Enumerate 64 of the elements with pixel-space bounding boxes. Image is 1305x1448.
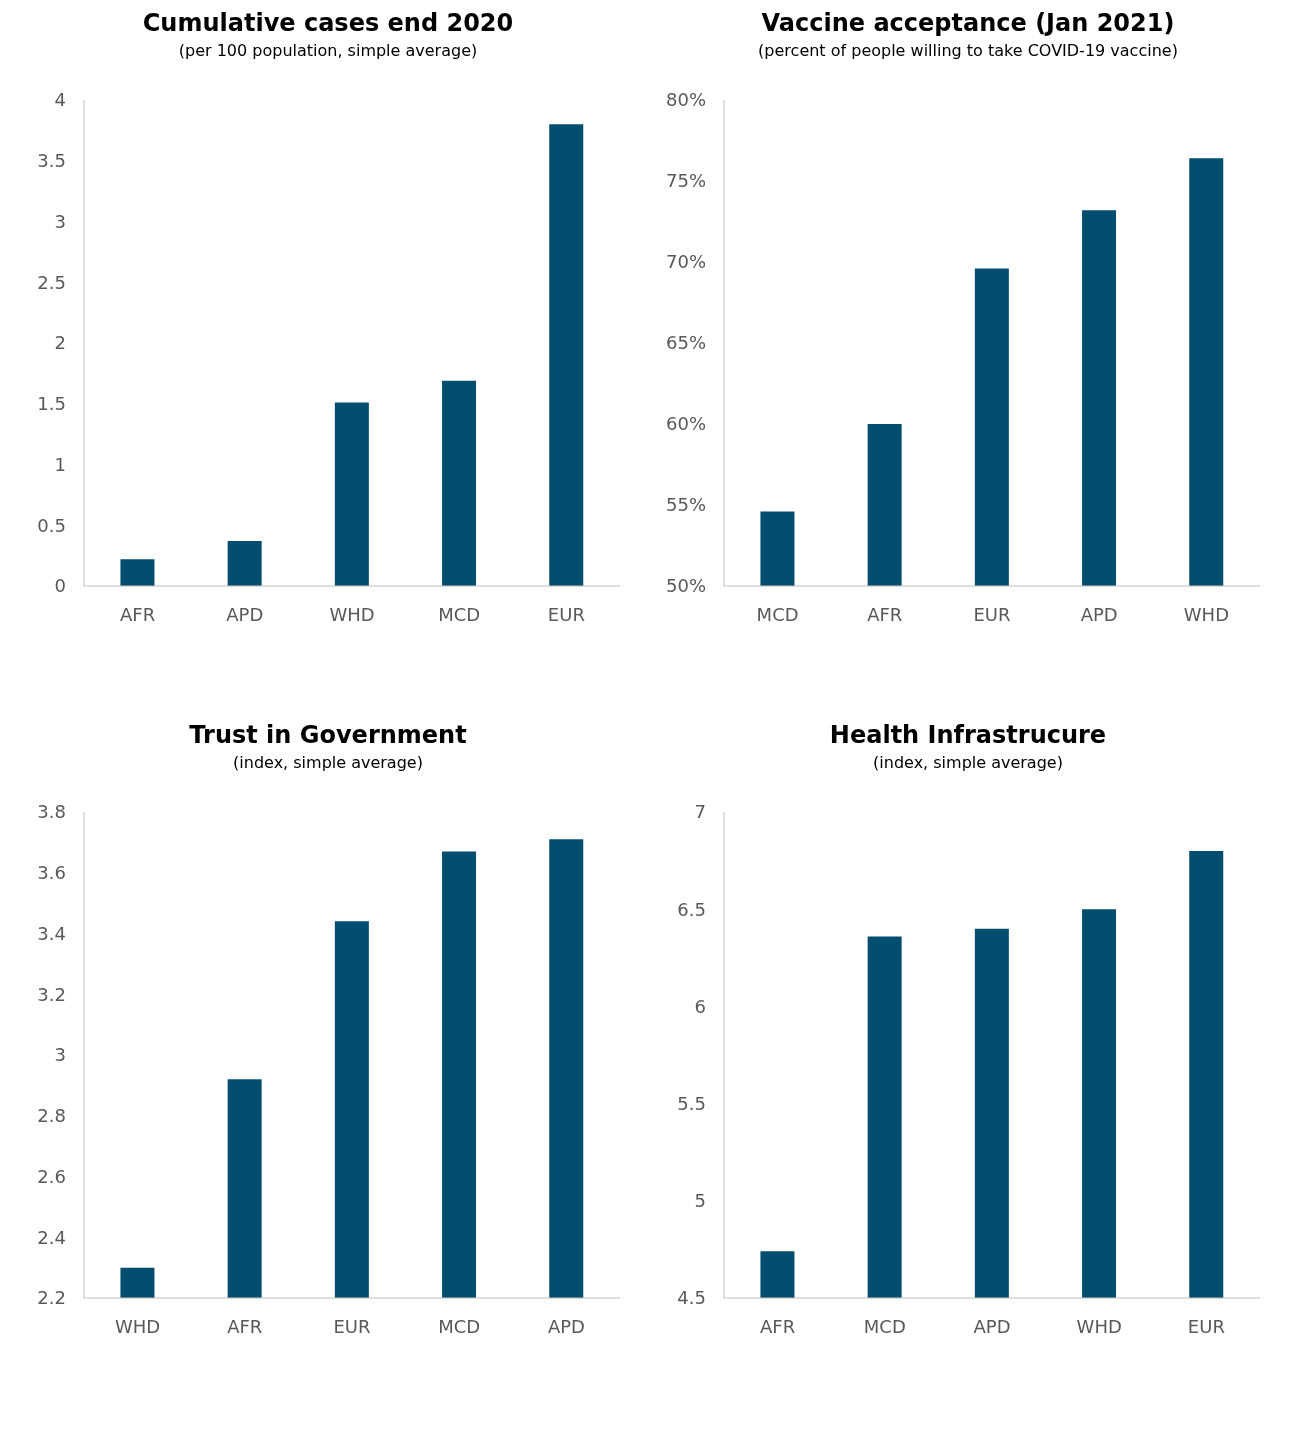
- y-tick-label: 0: [54, 575, 66, 597]
- y-tick-label: 3: [54, 210, 66, 232]
- y-tick-label: 7: [694, 801, 706, 823]
- x-tick-label: AFR: [867, 603, 903, 625]
- y-tick-label: 70%: [665, 251, 706, 273]
- bar: [227, 541, 262, 586]
- y-tick-label: 3: [54, 1044, 66, 1066]
- x-tick-label: WHD: [1076, 1315, 1122, 1337]
- y-tick-label: 3.6: [37, 862, 66, 884]
- x-tick-label: AFR: [120, 603, 156, 625]
- x-tick-label: EUR: [333, 1315, 371, 1337]
- y-tick-label: 3.8: [37, 801, 66, 823]
- bar: [334, 402, 369, 586]
- y-tick-label: 3.4: [37, 922, 66, 944]
- y-tick-label: 5: [694, 1190, 706, 1212]
- x-tick-label: MCD: [863, 1315, 906, 1337]
- x-tick-label: APD: [973, 1315, 1011, 1337]
- y-tick-label: 6: [694, 995, 706, 1017]
- x-tick-label: EUR: [547, 603, 585, 625]
- x-tick-label: APD: [547, 1315, 585, 1337]
- chart-title: Trust in Government: [188, 720, 468, 750]
- x-tick-label: APD: [1080, 603, 1118, 625]
- y-tick-label: 2.8: [37, 1105, 66, 1127]
- y-tick-label: 1: [54, 453, 66, 475]
- x-tick-label: AFR: [227, 1315, 263, 1337]
- x-tick-label: MCD: [756, 603, 799, 625]
- y-tick-label: 65%: [665, 332, 706, 354]
- y-tick-label: 80%: [665, 89, 706, 111]
- y-tick-label: 75%: [665, 170, 706, 192]
- y-tick-label: 60%: [665, 413, 706, 435]
- x-tick-label: WHD: [1183, 603, 1229, 625]
- y-tick-label: 4: [54, 89, 66, 111]
- chart-subtitle: (index, simple average): [232, 752, 424, 774]
- y-tick-label: 6.5: [677, 898, 706, 920]
- x-tick-label: EUR: [1187, 1315, 1225, 1337]
- x-tick-label: WHD: [115, 1315, 161, 1337]
- y-tick-label: 5.5: [677, 1092, 706, 1114]
- bar: [549, 124, 584, 586]
- bar: [120, 559, 155, 586]
- chart-title: Health Infrastrucure: [828, 720, 1108, 750]
- x-tick-label: EUR: [973, 603, 1011, 625]
- x-tick-label: MCD: [438, 603, 481, 625]
- chart-subtitle: (per 100 population, simple average): [177, 40, 479, 62]
- y-tick-label: 2: [54, 332, 66, 354]
- chart-subtitle: (index, simple average): [872, 752, 1064, 774]
- y-tick-label: 1.5: [37, 393, 66, 415]
- y-tick-label: 3.5: [37, 150, 66, 172]
- chart-title: Cumulative cases end 2020: [141, 8, 515, 38]
- y-tick-label: 50%: [665, 575, 706, 597]
- bar: [442, 380, 477, 586]
- y-tick-label: 2.5: [37, 271, 66, 293]
- y-tick-label: 0.5: [37, 514, 66, 536]
- y-tick-label: 2.4: [37, 1226, 66, 1248]
- chart-subtitle: (percent of people willing to take COVID-19 vaccine): [757, 40, 1179, 62]
- y-tick-label: 2.2: [37, 1287, 66, 1309]
- x-tick-label: APD: [226, 603, 264, 625]
- y-tick-label: 4.5: [677, 1287, 706, 1309]
- x-tick-label: AFR: [760, 1315, 796, 1337]
- y-tick-label: 55%: [665, 494, 706, 516]
- y-tick-label: 2.6: [37, 1165, 66, 1187]
- x-tick-label: WHD: [329, 603, 375, 625]
- y-tick-label: 3.2: [37, 983, 66, 1005]
- chart-title: Vaccine acceptance (Jan 2021): [760, 8, 1176, 38]
- x-tick-label: MCD: [438, 1315, 481, 1337]
